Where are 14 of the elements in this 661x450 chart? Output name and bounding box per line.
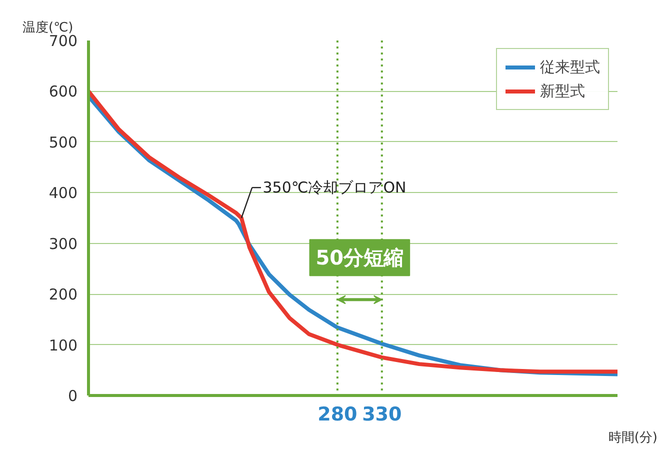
x-axis-title: 時間(分)	[608, 430, 658, 446]
x-tick-label: 330	[362, 404, 402, 426]
y-tick-label: 500	[48, 133, 78, 152]
legend-label: 従来型式	[540, 58, 600, 76]
y-tick-label: 100	[48, 336, 78, 354]
annotation: 350℃冷却ブロアON	[262, 178, 406, 197]
x-tick-label: 280	[318, 404, 358, 426]
y-tick-label: 400	[48, 184, 78, 202]
y-tick-label: 300	[48, 234, 78, 253]
y-tick-label: 0	[68, 387, 78, 405]
y-tick-label: 200	[48, 286, 78, 304]
annotation: 50分短縮	[316, 246, 404, 270]
y-tick-label: 600	[48, 82, 78, 101]
legend-label: 新型式	[540, 82, 585, 100]
